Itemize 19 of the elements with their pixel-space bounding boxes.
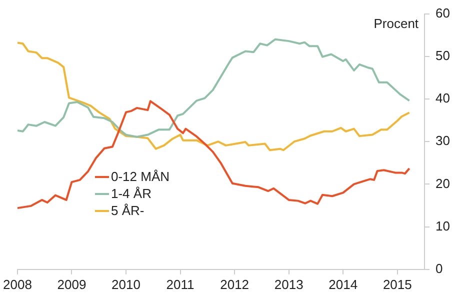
y-tick-label: 10 [436,218,450,234]
x-tick-label: 2008 [3,276,32,292]
x-tick-label: 2015 [382,276,412,292]
y-tick-label: 30 [436,133,450,148]
x-tick-label: 2014 [328,276,358,292]
legend-label: 0-12 MÅN [111,168,170,185]
y-tick-label: 20 [436,176,450,191]
x-tick-label: 2012 [220,276,250,292]
legend-label: 5 ÅR- [111,202,144,219]
y-tick-label: 60 [436,5,450,20]
x-tick-label: 2009 [57,276,86,292]
y-tick-label: 40 [436,90,450,106]
y-tick-label: 0 [436,260,443,276]
y-axis-title: Procent [374,16,419,31]
legend-label: 1-4 ÅR [111,185,152,202]
x-tick-label: 2011 [166,276,194,292]
x-tick-label: 2013 [274,276,304,292]
y-tick-label: 50 [436,48,450,63]
x-tick-label: 2010 [112,276,140,292]
